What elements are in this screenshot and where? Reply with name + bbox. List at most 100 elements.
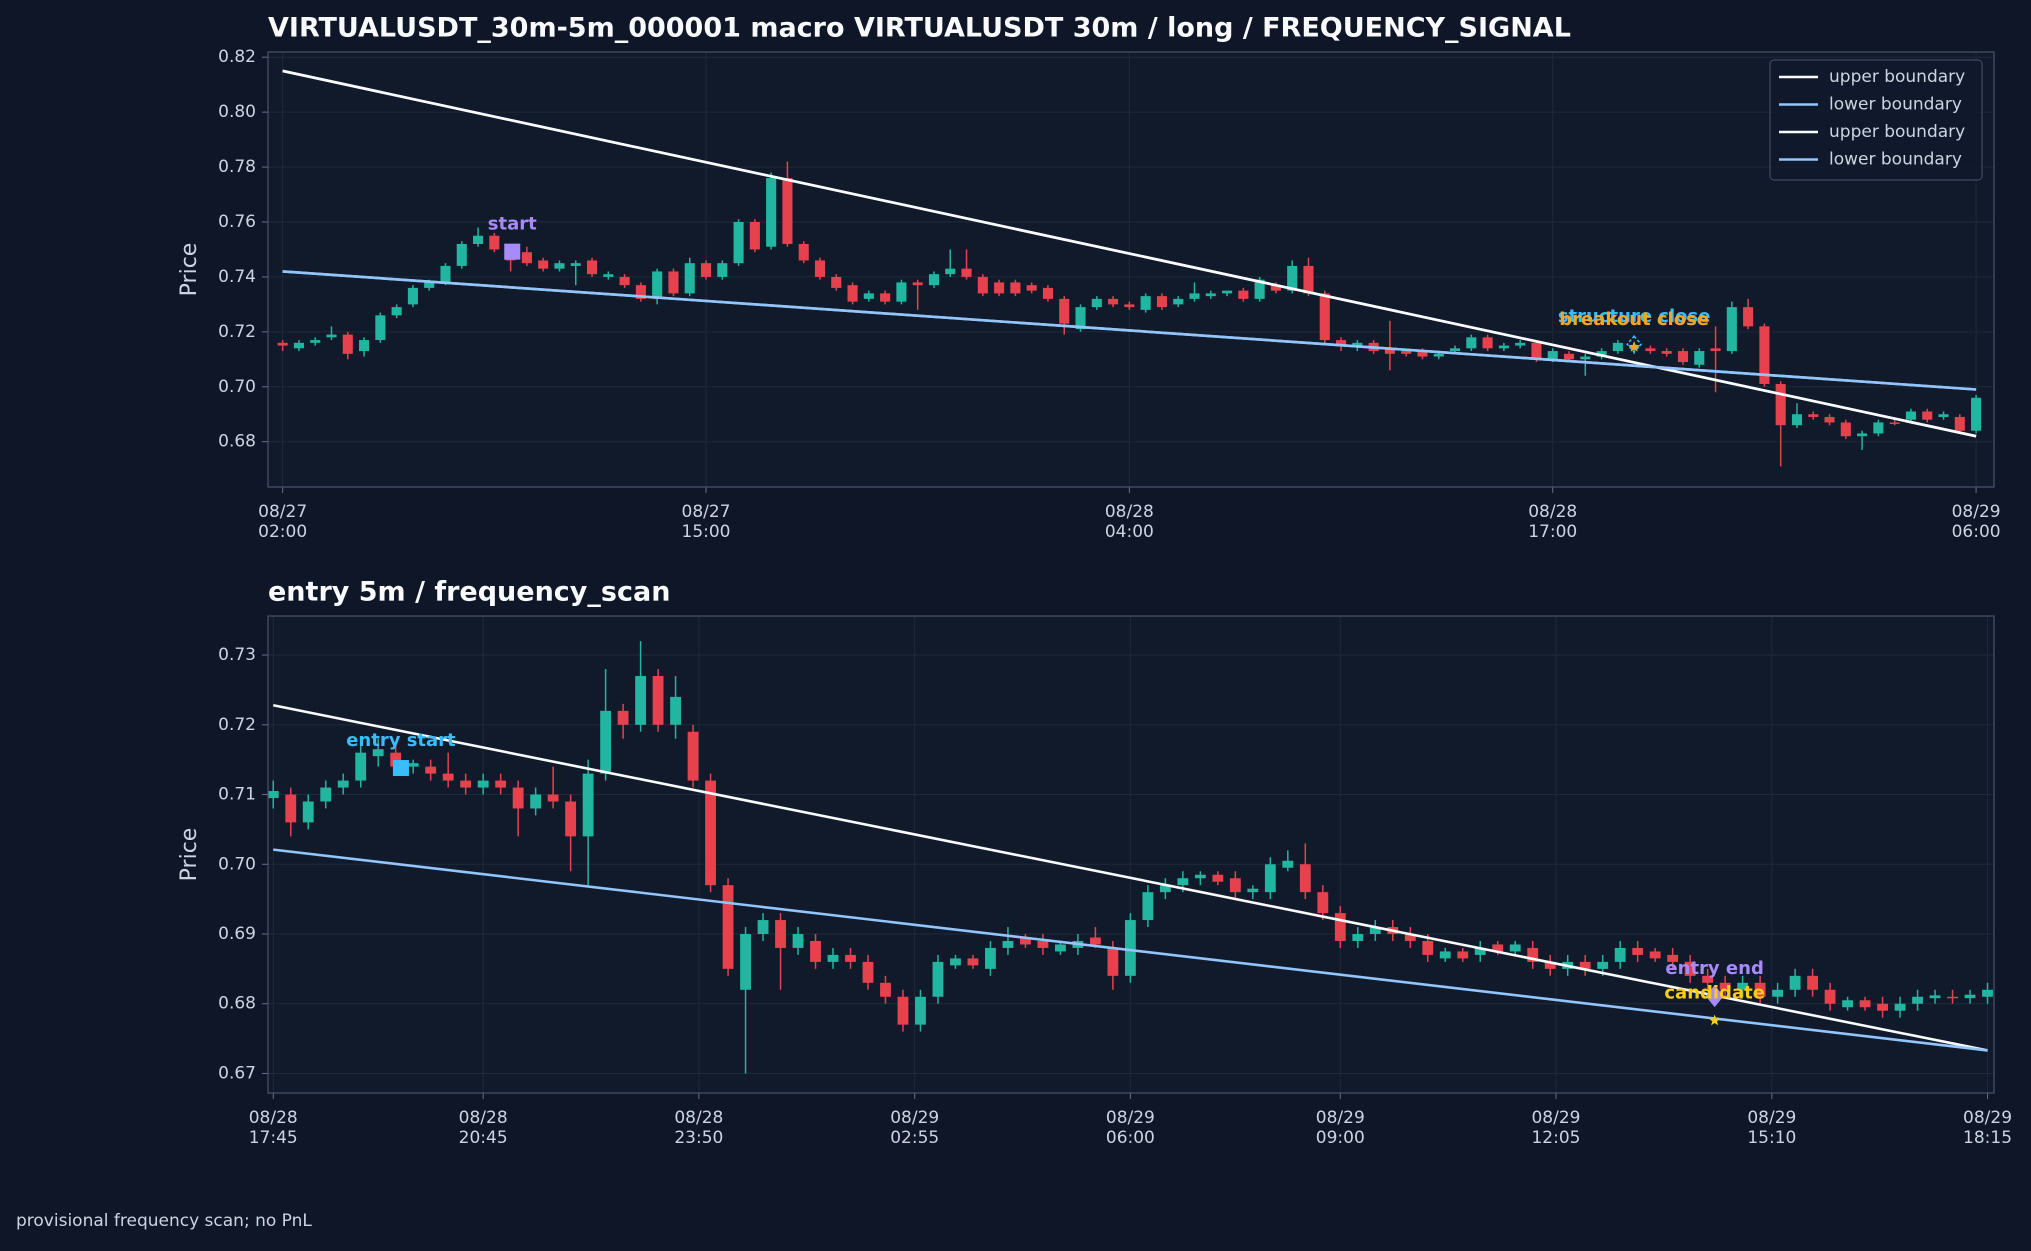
candle-body xyxy=(831,276,842,288)
x-tick-label: 15:10 xyxy=(1747,1128,1796,1148)
plot-frame xyxy=(267,615,1995,1094)
x-tick-label: 08/29 xyxy=(1747,1108,1796,1128)
candle-body xyxy=(897,996,909,1025)
candle-body xyxy=(1929,995,1941,999)
candle-body xyxy=(827,954,839,962)
candle-body xyxy=(1808,414,1819,417)
x-tick-label: 08/29 xyxy=(1531,1108,1580,1128)
candle-body xyxy=(285,794,297,823)
candle-body xyxy=(749,221,760,250)
marker-label: start xyxy=(488,214,537,235)
candle-body xyxy=(1544,961,1556,969)
candle-body xyxy=(1824,989,1836,1004)
candle-body xyxy=(1287,265,1298,291)
candle-body xyxy=(512,787,524,809)
candle-body xyxy=(994,282,1005,294)
candle-body xyxy=(1336,340,1347,346)
x-tick-label: 08/29 xyxy=(1106,1108,1155,1128)
candle-body xyxy=(1677,351,1689,363)
candle-body xyxy=(407,763,419,767)
candle-body xyxy=(1439,951,1451,959)
candle-body xyxy=(1205,293,1216,297)
x-tick-label: 08/27 xyxy=(258,502,307,522)
y-tick-label: 0.68 xyxy=(218,432,256,452)
marker-label: entry start xyxy=(346,730,456,751)
candle-body xyxy=(1726,307,1737,352)
candle-body xyxy=(652,675,664,725)
candle-body xyxy=(1474,947,1486,955)
candle-body xyxy=(1482,337,1493,349)
candle-body xyxy=(1189,293,1200,299)
candle-body xyxy=(1020,937,1031,945)
candle-body xyxy=(635,675,647,725)
candle-body xyxy=(619,276,630,286)
candle-body xyxy=(1894,1003,1906,1011)
candle-body xyxy=(1649,951,1661,959)
x-tick-label: 08/28 xyxy=(674,1108,723,1128)
candle-body xyxy=(1384,348,1395,354)
candle-body xyxy=(1177,878,1189,886)
candle-body xyxy=(1527,947,1539,962)
boundary-line xyxy=(282,69,1977,438)
candle-body xyxy=(766,178,777,247)
candle-body xyxy=(1002,940,1014,948)
x-tick-label: 08/27 xyxy=(682,502,731,522)
y-tick-label: 0.68 xyxy=(218,994,256,1014)
x-tick-label: 09:00 xyxy=(1316,1128,1365,1148)
candle-body xyxy=(687,731,699,781)
candle-body xyxy=(277,342,288,346)
candle-body xyxy=(547,794,559,802)
candle-body xyxy=(1579,961,1591,969)
candle-body xyxy=(1037,940,1049,948)
candle-body xyxy=(1352,342,1363,346)
candle-body xyxy=(1457,951,1469,959)
candle-body xyxy=(1824,416,1835,423)
candle-body xyxy=(912,282,923,286)
candle-body xyxy=(1971,397,1982,431)
candle-body xyxy=(375,315,386,341)
candle-body xyxy=(1702,975,1714,983)
y-tick-label: 0.67 xyxy=(218,1063,256,1083)
marker xyxy=(1708,1014,1721,1026)
y-axis-label: Price xyxy=(177,243,202,297)
candle-body xyxy=(310,340,321,343)
candle-body xyxy=(1159,885,1171,893)
candle-body xyxy=(1789,975,1801,990)
candle-body xyxy=(700,263,712,277)
marker-label: candidate xyxy=(1664,982,1765,1003)
candle-body xyxy=(1597,961,1609,969)
candle-body xyxy=(1156,296,1167,308)
candle-body xyxy=(985,947,996,969)
candle-body xyxy=(1840,422,1851,437)
candle-body xyxy=(1684,961,1696,976)
candle-body xyxy=(1054,944,1066,952)
x-tick-label: 17:45 xyxy=(249,1128,298,1148)
candle-body xyxy=(1857,433,1868,437)
candle-body xyxy=(1173,298,1184,305)
candle-body xyxy=(391,307,402,316)
candle-body xyxy=(1922,411,1933,420)
y-tick-label: 0.73 xyxy=(218,645,256,665)
candle-body xyxy=(1632,947,1644,955)
candle-body xyxy=(1075,307,1086,330)
candle-body xyxy=(1089,937,1101,945)
candle-body xyxy=(1667,954,1679,962)
candle-body xyxy=(1807,975,1819,990)
candle-body xyxy=(1303,265,1314,294)
candle-body xyxy=(570,263,581,266)
candle-body xyxy=(967,958,979,966)
candle-body xyxy=(740,934,751,990)
y-tick-label: 0.72 xyxy=(218,322,256,342)
candle-body xyxy=(1873,422,1884,434)
candle-body xyxy=(635,285,646,299)
legend-label: lower boundary xyxy=(1829,150,1962,170)
candle-body xyxy=(1247,888,1259,893)
marker xyxy=(1628,340,1640,352)
candle-body xyxy=(1124,304,1135,308)
candle-body xyxy=(1492,944,1504,952)
candle-body xyxy=(1212,874,1224,882)
marker xyxy=(392,760,409,777)
boundary-line xyxy=(282,270,1977,391)
candle-body xyxy=(652,271,663,299)
